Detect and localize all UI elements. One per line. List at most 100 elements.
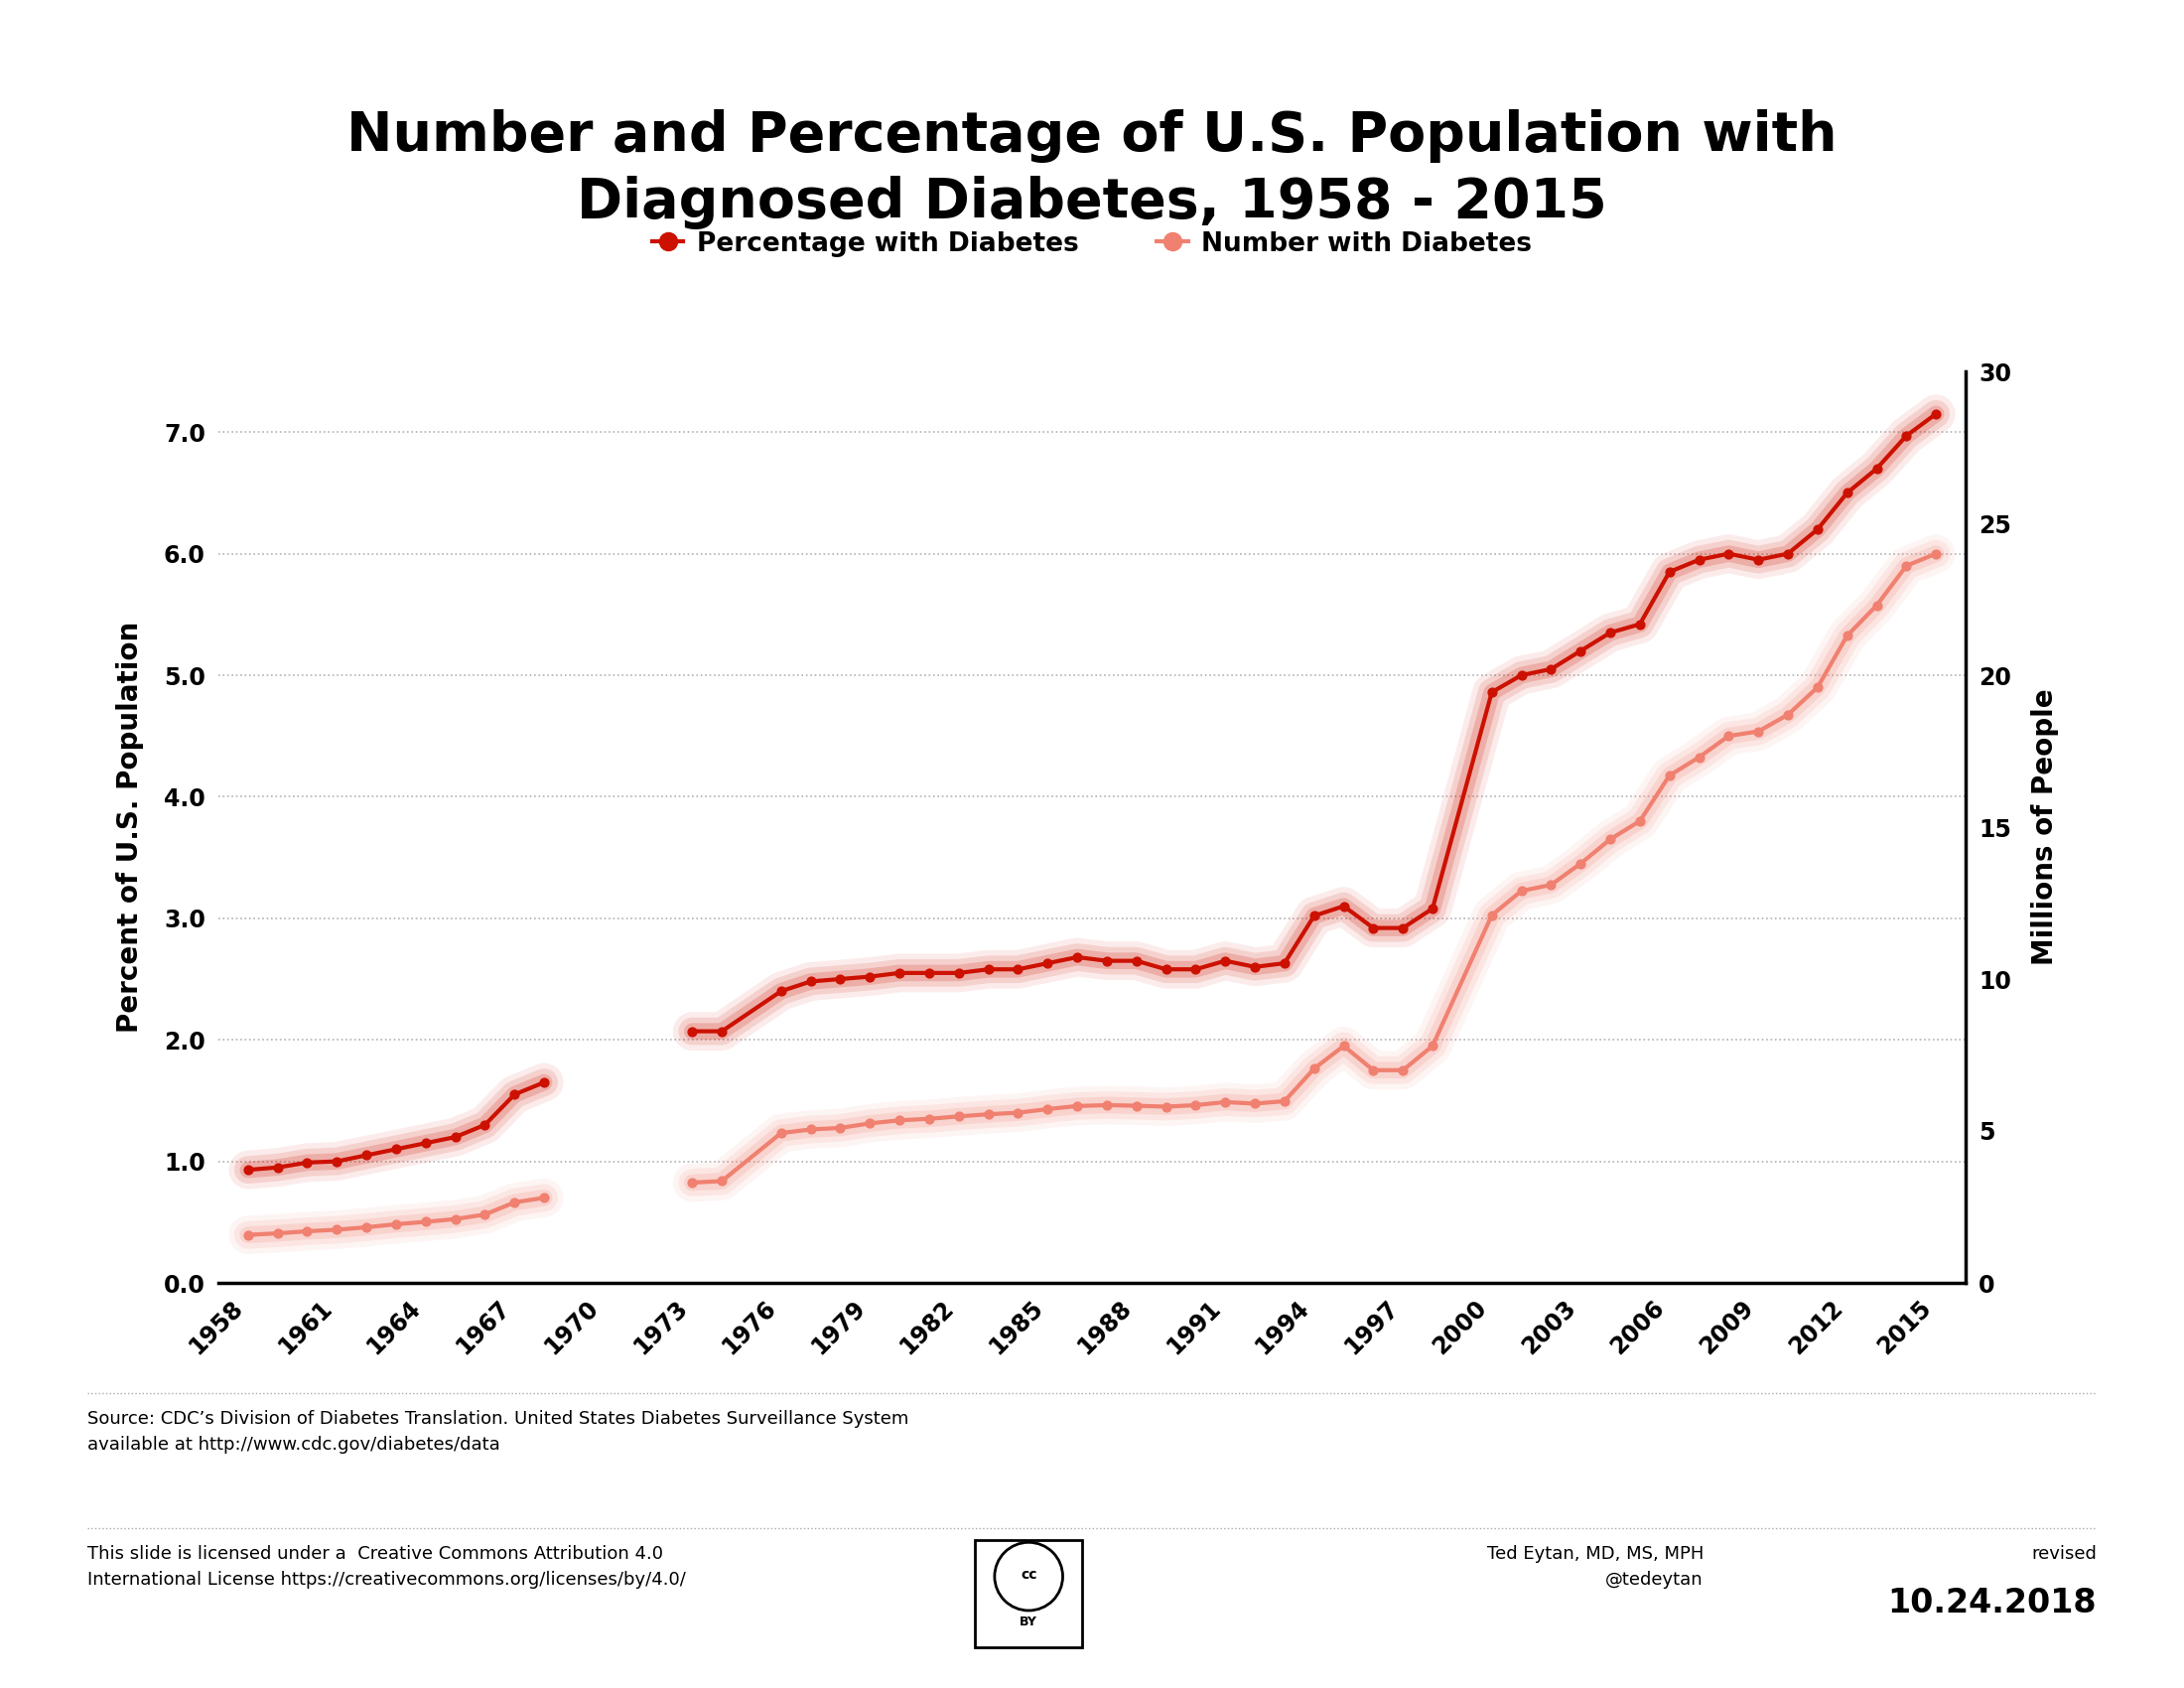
Point	[1238, 954, 1273, 981]
Text: revised: revised	[2031, 1545, 2097, 1563]
Point	[882, 1107, 917, 1134]
Point	[467, 1111, 502, 1138]
Point	[437, 1205, 472, 1232]
Point	[1385, 1057, 1420, 1084]
Point	[1474, 679, 1509, 706]
Point	[349, 1141, 384, 1168]
Point	[1356, 915, 1391, 942]
Point	[1712, 722, 1747, 749]
Point	[1651, 559, 1686, 586]
Point	[1741, 717, 1776, 744]
Point	[793, 967, 828, 994]
Point	[1859, 592, 1894, 619]
Point	[1918, 400, 1952, 427]
Point	[1592, 619, 1627, 647]
Point	[972, 955, 1007, 982]
Legend: Percentage with Diabetes, Number with Diabetes: Percentage with Diabetes, Number with Di…	[642, 221, 1542, 267]
Point	[1267, 950, 1302, 977]
Point	[1682, 547, 1717, 574]
Point	[941, 959, 976, 986]
Point	[1741, 547, 1776, 574]
Point	[1474, 901, 1509, 928]
FancyBboxPatch shape	[976, 1539, 1081, 1647]
Point	[852, 964, 887, 991]
Point	[675, 1170, 710, 1197]
Point	[1859, 456, 1894, 483]
Point	[349, 1214, 384, 1241]
Point	[1918, 540, 1952, 567]
Point	[1830, 479, 1865, 506]
Point	[498, 1188, 533, 1215]
Point	[1031, 1096, 1066, 1123]
Point	[1297, 1055, 1332, 1082]
Point	[1564, 638, 1599, 665]
Point	[1564, 851, 1599, 878]
Point	[290, 1217, 325, 1244]
Y-axis label: Percent of U.S. Population: Percent of U.S. Population	[116, 621, 144, 1033]
Point	[1208, 1089, 1243, 1116]
Point	[1505, 662, 1540, 689]
Point	[1415, 895, 1450, 922]
Point	[1889, 552, 1924, 579]
Point	[1059, 944, 1094, 971]
Point	[1771, 540, 1806, 567]
Point	[1208, 947, 1243, 974]
Point	[1623, 611, 1658, 638]
Point	[1623, 807, 1658, 834]
Point	[260, 1220, 295, 1247]
Point	[1592, 825, 1627, 852]
Point	[1651, 761, 1686, 788]
Point	[675, 1018, 710, 1045]
Point	[1385, 915, 1420, 942]
Point	[911, 959, 946, 986]
Point	[1356, 1057, 1391, 1084]
Point	[1267, 1087, 1302, 1114]
Point	[1297, 903, 1332, 930]
Text: BY: BY	[1020, 1615, 1037, 1629]
Point	[1000, 1099, 1035, 1126]
Point	[290, 1150, 325, 1177]
Text: 10.24.2018: 10.24.2018	[1887, 1587, 2097, 1619]
Point	[1889, 422, 1924, 449]
Point	[705, 1018, 740, 1045]
Point	[1031, 950, 1066, 977]
Point	[793, 1116, 828, 1143]
Point	[1238, 1090, 1273, 1117]
Point	[408, 1209, 443, 1236]
Point	[498, 1080, 533, 1107]
Point	[319, 1215, 354, 1242]
Point	[1090, 947, 1125, 974]
Point	[260, 1155, 295, 1182]
Point	[1118, 1092, 1153, 1119]
Text: Number and Percentage of U.S. Population with
Diagnosed Diabetes, 1958 - 2015: Number and Percentage of U.S. Population…	[347, 110, 1837, 230]
Point	[823, 966, 858, 993]
Point	[705, 1168, 740, 1195]
Text: This slide is licensed under a  Creative Commons Attribution 4.0
International L: This slide is licensed under a Creative …	[87, 1545, 686, 1588]
Point	[1415, 1033, 1450, 1060]
Text: cc: cc	[1020, 1568, 1037, 1582]
Point	[1177, 955, 1212, 982]
Point	[408, 1129, 443, 1156]
Point	[823, 1114, 858, 1141]
Point	[941, 1102, 976, 1129]
Point	[319, 1148, 354, 1175]
Point	[437, 1124, 472, 1151]
Point	[1326, 893, 1361, 920]
Point	[378, 1210, 413, 1237]
Point	[1505, 878, 1540, 905]
Point	[1800, 517, 1835, 544]
Point	[1771, 701, 1806, 728]
Point	[1090, 1092, 1125, 1119]
Point	[1118, 947, 1153, 974]
Point	[1533, 871, 1568, 898]
Point	[526, 1069, 561, 1096]
Point	[882, 959, 917, 986]
Point	[1177, 1092, 1212, 1119]
Point	[1712, 540, 1747, 567]
Point	[378, 1136, 413, 1163]
Point	[1533, 655, 1568, 682]
Point	[1800, 674, 1835, 701]
Point	[232, 1222, 266, 1249]
Point	[764, 1119, 799, 1146]
Point	[764, 977, 799, 1004]
